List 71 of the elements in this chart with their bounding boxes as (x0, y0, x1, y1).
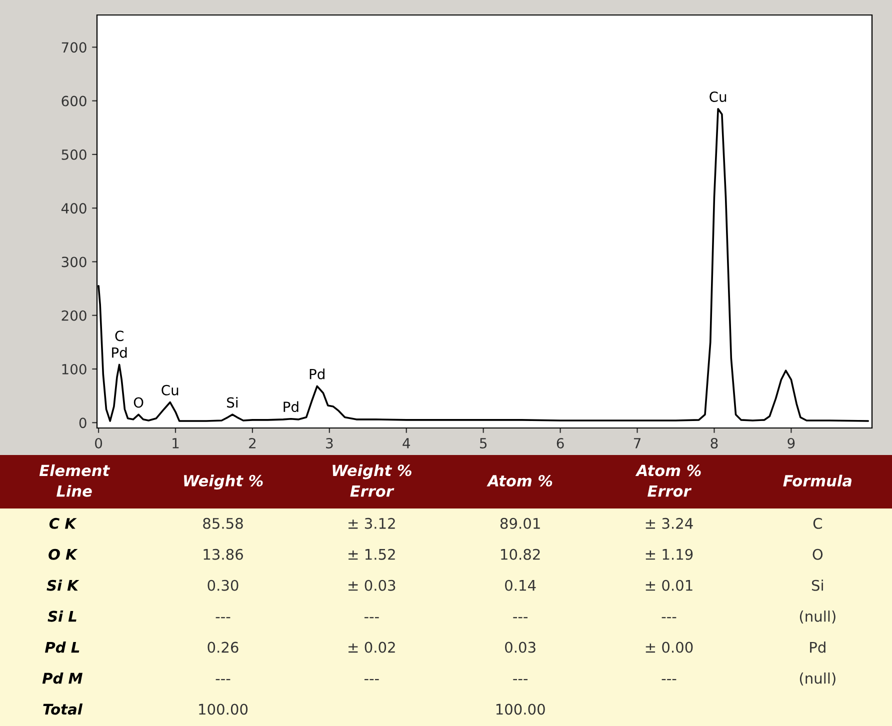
y-tick-label: 500 (62, 149, 86, 160)
category-label: Weight % Error (332, 464, 412, 497)
x-tick-label: 4 (402, 438, 410, 448)
text: C K (49, 518, 77, 529)
x-tick-label: 2 (249, 438, 256, 448)
text: 10.82 (501, 548, 540, 560)
text: Pd (810, 642, 826, 653)
x-tick-label: 5 (480, 438, 487, 448)
annotation: Cu (710, 92, 726, 102)
text: (null) (800, 672, 836, 686)
text: 100.00 (199, 704, 248, 715)
x-tick-label: 0 (95, 438, 102, 448)
text: --- (216, 678, 230, 680)
text: --- (662, 617, 676, 618)
category-label: Formula (783, 474, 852, 487)
text: ± 0.03 (348, 580, 396, 591)
text: --- (662, 678, 676, 680)
text: --- (364, 617, 379, 618)
text: Si (812, 580, 823, 591)
y-tick-label: 400 (61, 203, 86, 214)
text: O K (48, 548, 78, 560)
x-tick-label: 6 (556, 438, 564, 448)
x-tick-label: 1 (172, 438, 179, 448)
y-tick-label: 300 (62, 256, 86, 268)
annotation: O (134, 397, 144, 408)
annotation: C (115, 330, 124, 342)
annotation: Si (227, 396, 238, 408)
x-tick-label: 8 (710, 438, 718, 448)
y-tick-label: 100 (62, 364, 86, 374)
text: 89.01 (500, 518, 540, 529)
text: ± 1.52 (348, 548, 395, 560)
y-tick-label: 200 (62, 310, 86, 321)
x-tick-label: 9 (788, 438, 795, 448)
text: Pd L (44, 642, 80, 653)
text: --- (216, 617, 230, 618)
text: 0.26 (208, 642, 238, 653)
text: Si L (48, 610, 76, 622)
text: ± 3.24 (646, 518, 693, 529)
text: Si K (46, 580, 80, 591)
text: 85.58 (203, 518, 243, 529)
text: Pd M (42, 672, 82, 684)
text: Total (43, 703, 83, 715)
text: ± 1.19 (646, 548, 693, 560)
text: (null) (800, 610, 836, 624)
text: ± 0.02 (348, 642, 395, 653)
text: --- (364, 678, 379, 680)
x-tick-label: 3 (326, 438, 333, 448)
text: 0.30 (208, 580, 238, 591)
y-tick-label: 700 (62, 42, 86, 53)
text: --- (513, 617, 528, 618)
annotation: Pd (112, 347, 127, 358)
annotation: Cu (162, 384, 178, 396)
text: ± 0.01 (646, 580, 692, 591)
text: ± 0.00 (646, 642, 693, 653)
text: 13.86 (204, 548, 243, 560)
text: 0.14 (505, 580, 536, 591)
category-label: Atom % Error (635, 464, 701, 497)
text: 0.03 (505, 642, 536, 653)
category-label: Element Line (39, 464, 110, 497)
text: ± 3.12 (348, 518, 395, 529)
text: --- (513, 678, 528, 680)
text: C (813, 518, 822, 529)
text: 100.00 (496, 704, 545, 715)
x-tick-label: 7 (634, 438, 640, 448)
category-label: Weight % (184, 474, 263, 490)
y-tick-label: 0 (79, 418, 86, 428)
category-label: Atom % (486, 474, 552, 487)
text: O (812, 548, 823, 560)
annotation: Pd (310, 368, 324, 380)
y-tick-label: 600 (62, 96, 86, 106)
annotation: Pd (284, 401, 298, 412)
